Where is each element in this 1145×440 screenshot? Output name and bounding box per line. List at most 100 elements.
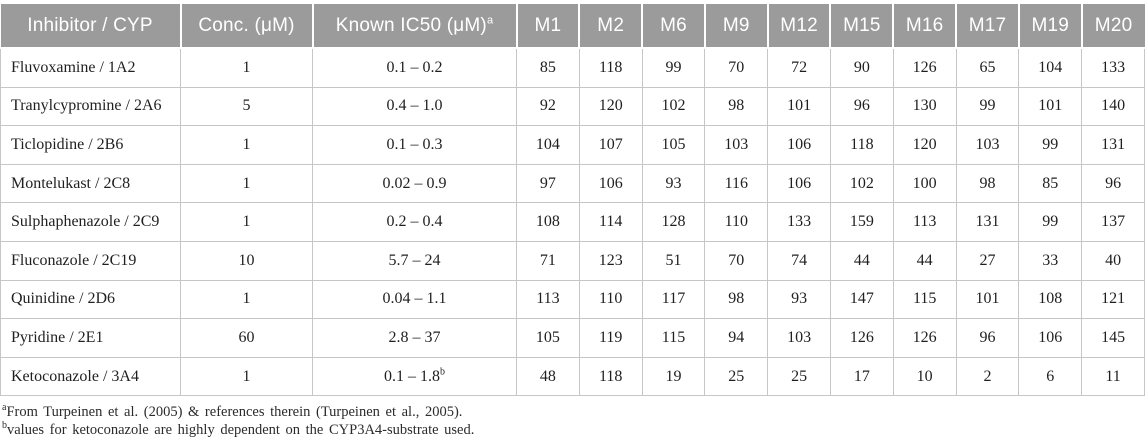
inhibition-table-wrap: Inhibitor / CYP Conc. (μM) Known IC50 (μ…	[0, 4, 1145, 397]
table-header: Inhibitor / CYP Conc. (μM) Known IC50 (μ…	[0, 4, 1145, 49]
value-cell: 107	[578, 125, 643, 165]
value-cell: 118	[829, 125, 894, 165]
col-header-m2: M2	[578, 4, 643, 49]
conc-cell: 1	[180, 47, 313, 88]
value-cell: 19	[641, 356, 706, 397]
inhibitor-cell: Ketoconazole / 3A4	[0, 356, 181, 397]
value-cell: 96	[955, 318, 1020, 358]
conc-cell: 60	[180, 318, 313, 358]
value-cell: 108	[1018, 279, 1083, 320]
table-body: Fluvoxamine / 1A2 1 0.1 – 0.2 85 118 99 …	[0, 47, 1145, 397]
table-row: Quinidine / 2D6 1 0.04 – 1.1 113 110 117…	[0, 279, 1145, 320]
table-row: Fluvoxamine / 1A2 1 0.1 – 0.2 85 118 99 …	[0, 47, 1145, 88]
value-cell: 133	[767, 202, 831, 242]
footnote-a-text: From Turpeinen et al. (2005) & reference…	[6, 404, 463, 421]
value-cell: 106	[1018, 318, 1083, 358]
value-cell: 2	[955, 356, 1020, 397]
value-cell: 65	[955, 47, 1020, 88]
value-cell: 131	[955, 202, 1020, 242]
ic50-value: 0.4 – 1.0	[386, 97, 443, 115]
footnote-b: bvalues for ketoconazole are highly depe…	[2, 421, 1145, 439]
table-row: Sulphaphenazole / 2C9 1 0.2 – 0.4 108 11…	[0, 202, 1145, 242]
footnote-a: aFrom Turpeinen et al. (2005) & referenc…	[2, 403, 1145, 421]
value-cell: 48	[516, 356, 580, 397]
col-header-m17: M17	[955, 4, 1019, 49]
table-row: Ticlopidine / 2B6 1 0.1 – 0.3 104 107 10…	[0, 125, 1145, 165]
ic50-cell: 0.1 – 0.2	[312, 47, 517, 88]
value-cell: 97	[516, 163, 580, 204]
ic50-cell: 0.04 – 1.1	[312, 279, 517, 320]
ic50-cell: 0.1 – 0.3	[312, 125, 517, 165]
value-cell: 99	[955, 86, 1020, 127]
value-cell: 70	[704, 240, 769, 281]
value-cell: 103	[704, 125, 769, 165]
col-header-m1: M1	[515, 4, 580, 49]
value-cell: 104	[1018, 47, 1083, 88]
table-row: Tranylcypromine / 2A6 5 0.4 – 1.0 92 120…	[0, 86, 1145, 127]
value-cell: 103	[767, 318, 831, 358]
value-cell: 130	[892, 86, 957, 127]
ic50-value: 0.1 – 0.2	[386, 58, 443, 76]
value-cell: 90	[829, 47, 894, 88]
value-cell: 93	[767, 279, 831, 320]
value-cell: 27	[955, 240, 1020, 281]
value-cell: 140	[1081, 86, 1145, 127]
value-cell: 44	[892, 240, 957, 281]
conc-cell: 1	[180, 202, 313, 242]
col-header-m20: M20	[1080, 4, 1145, 49]
value-cell: 44	[829, 240, 894, 281]
value-cell: 25	[704, 356, 769, 397]
col-header-m6: M6	[641, 4, 705, 49]
value-cell: 108	[516, 202, 580, 242]
footnote-b-marker: b	[2, 420, 7, 432]
col-header-conc: Conc. (μM)	[179, 4, 313, 49]
value-cell: 100	[892, 163, 957, 204]
value-cell: 110	[704, 202, 769, 242]
value-cell: 126	[892, 318, 957, 358]
ic50-cell: 2.8 – 37	[312, 318, 517, 358]
col-header-ic50-label: Known IC50 (μM)	[335, 14, 487, 36]
value-cell: 40	[1081, 240, 1145, 281]
value-cell: 98	[704, 86, 769, 127]
inhibitor-cell: Pyridine / 2E1	[0, 318, 181, 358]
header-row: Inhibitor / CYP Conc. (μM) Known IC50 (μ…	[0, 4, 1145, 49]
table-row: Fluconazole / 2C19 10 5.7 – 24 71 123 51…	[0, 240, 1145, 281]
value-cell: 113	[516, 279, 580, 320]
ic50-cell: 0.4 – 1.0	[312, 86, 517, 127]
value-cell: 110	[578, 279, 643, 320]
conc-cell: 1	[180, 163, 313, 204]
conc-cell: 10	[180, 240, 313, 281]
inhibitor-cell: Ticlopidine / 2B6	[0, 125, 181, 165]
ic50-cell: 0.1 – 1.8b	[312, 356, 517, 397]
value-cell: 126	[829, 318, 894, 358]
value-cell: 115	[892, 279, 957, 320]
ic50-value: 0.04 – 1.1	[382, 290, 447, 308]
ic50-value: 0.2 – 0.4	[386, 213, 443, 231]
inhibitor-cell: Fluconazole / 2C19	[0, 240, 181, 281]
inhibitor-cell: Quinidine / 2D6	[0, 279, 181, 320]
conc-cell: 1	[180, 125, 313, 165]
value-cell: 6	[1018, 356, 1083, 397]
value-cell: 147	[829, 279, 894, 320]
value-cell: 118	[578, 47, 643, 88]
value-cell: 105	[516, 318, 580, 358]
value-cell: 114	[578, 202, 643, 242]
inhibitor-cell: Sulphaphenazole / 2C9	[0, 202, 181, 242]
value-cell: 51	[641, 240, 706, 281]
col-header-inhibitor-cyp: Inhibitor / CYP	[0, 4, 181, 49]
value-cell: 159	[829, 202, 894, 242]
value-cell: 123	[578, 240, 643, 281]
value-cell: 119	[578, 318, 643, 358]
value-cell: 120	[578, 86, 643, 127]
footnote-marker-b: b	[440, 366, 445, 378]
value-cell: 94	[704, 318, 769, 358]
value-cell: 11	[1081, 356, 1145, 397]
value-cell: 120	[892, 125, 957, 165]
table-row: Ketoconazole / 3A4 1 0.1 – 1.8b 48 118 1…	[0, 356, 1145, 397]
col-header-m12: M12	[766, 4, 831, 49]
value-cell: 115	[641, 318, 706, 358]
value-cell: 72	[767, 47, 831, 88]
value-cell: 117	[641, 279, 706, 320]
value-cell: 92	[516, 86, 580, 127]
value-cell: 99	[641, 47, 706, 88]
